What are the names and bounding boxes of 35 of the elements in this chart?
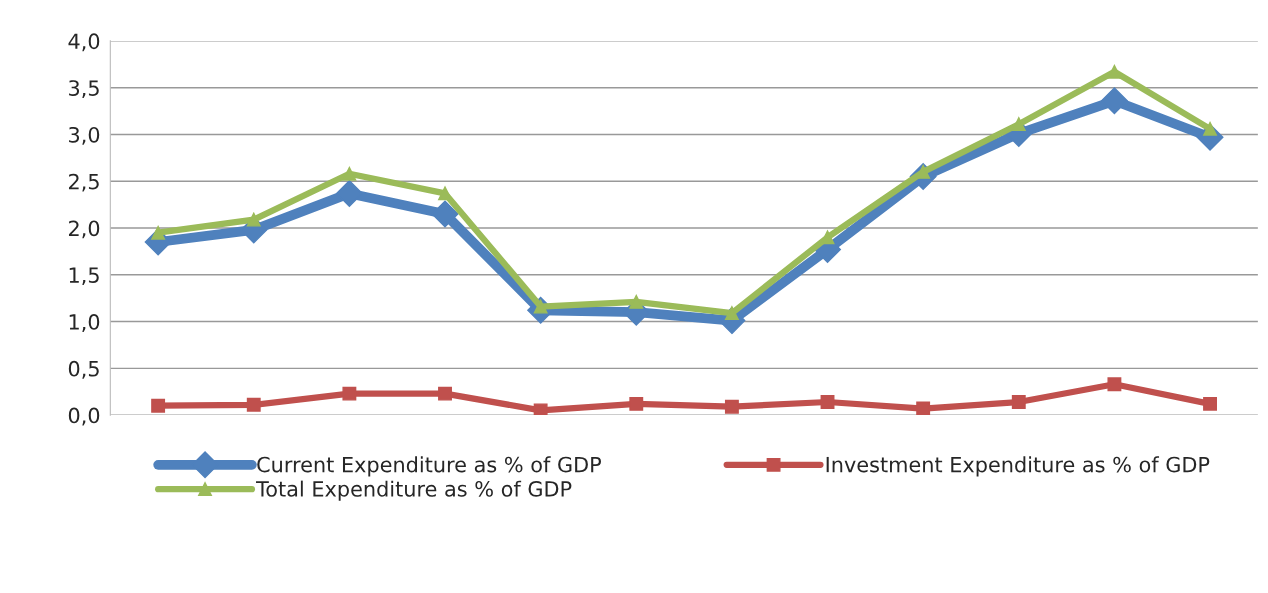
y-tick-label: 3,5 (69, 80, 99, 99)
legend-label: Total Expenditure as % of GDP (256, 480, 572, 501)
point (820, 395, 835, 409)
y-tick-label: 1,0 (69, 314, 100, 332)
point (342, 166, 357, 181)
y-tick-label: 3,0 (69, 126, 100, 145)
point (438, 186, 452, 201)
y-tick-label: 4,0 (68, 33, 100, 52)
point (1011, 117, 1026, 132)
point (246, 212, 261, 227)
point (342, 386, 357, 401)
point (1203, 121, 1217, 136)
point (1011, 395, 1026, 409)
point (438, 386, 452, 401)
y-tick-label: 0,0 (68, 407, 100, 426)
point (724, 399, 739, 414)
y-tick-label: 0,5 (68, 360, 99, 379)
point (1100, 87, 1128, 115)
point (1107, 377, 1122, 392)
legend-label: Current Expenditure as % of GDP (257, 456, 601, 477)
point (916, 401, 931, 416)
point (1107, 64, 1122, 79)
point (1203, 396, 1217, 411)
legend-label: Investment Expenditure as % of GDP (826, 456, 1210, 477)
y-tick-label: 2,0 (68, 220, 100, 239)
point (533, 403, 548, 416)
y-tick-label: 2,5 (68, 173, 99, 192)
y-tick-label: 1,5 (69, 267, 99, 286)
point (629, 294, 644, 309)
point (629, 396, 644, 411)
point (151, 225, 166, 240)
point (335, 179, 363, 207)
point (151, 398, 166, 413)
point (246, 397, 261, 412)
point (431, 200, 459, 228)
